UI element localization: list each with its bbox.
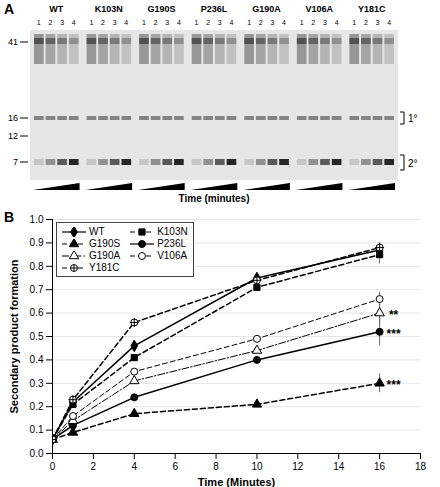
- svg-text:Time (Minutes): Time (Minutes): [198, 476, 276, 487]
- svg-text:4: 4: [131, 461, 137, 472]
- svg-text:Secondary product formation: Secondary product formation: [8, 259, 20, 413]
- svg-text:0.9: 0.9: [30, 237, 44, 248]
- svg-text:12: 12: [292, 461, 304, 472]
- svg-text:**: **: [389, 308, 399, 322]
- html-text:G190A: G190A: [89, 250, 121, 261]
- svg-text:***: ***: [387, 327, 401, 341]
- svg-text:0.7: 0.7: [30, 284, 44, 295]
- svg-text:P236L: P236L: [201, 4, 228, 14]
- svg-text:2: 2: [101, 19, 105, 26]
- svg-text:3: 3: [323, 19, 327, 26]
- svg-text:1: 1: [89, 19, 93, 26]
- svg-text:2: 2: [91, 461, 97, 472]
- svg-text:3: 3: [218, 19, 222, 26]
- svg-text:4: 4: [72, 19, 76, 26]
- html-text:G190S: G190S: [89, 238, 121, 249]
- svg-text:2: 2: [49, 19, 53, 26]
- svg-text:0.4: 0.4: [30, 354, 44, 365]
- svg-text:1: 1: [142, 19, 146, 26]
- svg-text:18: 18: [415, 461, 427, 472]
- svg-text:2: 2: [154, 19, 158, 26]
- svg-text:3: 3: [270, 19, 274, 26]
- svg-text:14: 14: [333, 461, 345, 472]
- html-text:P236L: P236L: [157, 238, 187, 249]
- svg-text:K103N: K103N: [95, 4, 123, 14]
- svg-text:4: 4: [335, 19, 339, 26]
- svg-text:3: 3: [376, 19, 380, 26]
- svg-text:0.5: 0.5: [30, 331, 44, 342]
- svg-text:41: 41: [8, 37, 18, 47]
- svg-text:0.1: 0.1: [30, 424, 44, 435]
- html-text:B: B: [4, 209, 15, 225]
- html-text:K103N: K103N: [157, 226, 188, 237]
- svg-text:2: 2: [364, 19, 368, 26]
- svg-text:3: 3: [165, 19, 169, 26]
- svg-text:0.8: 0.8: [30, 261, 44, 272]
- svg-text:2: 2: [311, 19, 315, 26]
- svg-text:1: 1: [37, 19, 41, 26]
- svg-text:***: ***: [387, 378, 401, 392]
- svg-text:1: 1: [195, 19, 199, 26]
- svg-text:0.2: 0.2: [30, 401, 44, 412]
- svg-text:WT: WT: [49, 4, 63, 14]
- svg-text:6: 6: [172, 461, 178, 472]
- svg-text:8: 8: [213, 461, 219, 472]
- svg-text:A: A: [4, 1, 14, 17]
- svg-text:12: 12: [8, 131, 18, 141]
- svg-text:G190S: G190S: [147, 4, 175, 14]
- svg-text:0.0: 0.0: [30, 448, 44, 459]
- svg-text:4: 4: [282, 19, 286, 26]
- svg-text:1: 1: [300, 19, 304, 26]
- svg-text:Y181C: Y181C: [358, 4, 386, 14]
- svg-text:1: 1: [352, 19, 356, 26]
- svg-text:1°: 1°: [408, 113, 418, 124]
- svg-text:3: 3: [60, 19, 64, 26]
- svg-text:1: 1: [247, 19, 251, 26]
- svg-text:0.3: 0.3: [30, 378, 44, 389]
- svg-text:10: 10: [251, 461, 263, 472]
- svg-text:4: 4: [230, 19, 234, 26]
- html-text:WT: WT: [89, 226, 105, 237]
- svg-text:0.6: 0.6: [30, 307, 44, 318]
- svg-text:4: 4: [177, 19, 181, 26]
- svg-text:4: 4: [387, 19, 391, 26]
- svg-text:4: 4: [124, 19, 128, 26]
- svg-text:3: 3: [113, 19, 117, 26]
- svg-text:7: 7: [13, 157, 18, 167]
- html-text:Y181C: Y181C: [89, 262, 120, 273]
- svg-text:16: 16: [8, 113, 18, 123]
- svg-text:1.0: 1.0: [30, 214, 44, 225]
- svg-text:G190A: G190A: [252, 4, 281, 14]
- svg-text:0: 0: [50, 461, 56, 472]
- svg-text:2: 2: [259, 19, 263, 26]
- svg-text:2: 2: [206, 19, 210, 26]
- svg-text:Time (minutes): Time (minutes): [179, 193, 250, 204]
- svg-text:16: 16: [374, 461, 386, 472]
- svg-text:V106A: V106A: [305, 4, 333, 14]
- html-text:V106A: V106A: [157, 250, 188, 261]
- svg-text:2°: 2°: [408, 158, 418, 169]
